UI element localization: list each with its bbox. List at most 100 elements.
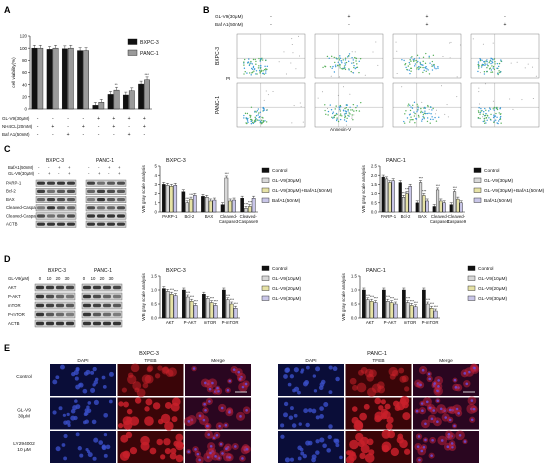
- cell-event: [424, 106, 426, 109]
- cell-event: [345, 112, 347, 114]
- cell-event: [265, 70, 267, 72]
- cell-event: [492, 116, 495, 119]
- y-tick-label: 1: [155, 200, 158, 205]
- cell-event: [251, 72, 253, 74]
- cell-event: [353, 64, 355, 67]
- cell-event: [500, 59, 502, 61]
- cell-event: [248, 58, 250, 60]
- cell-event: [459, 44, 461, 46]
- nucleus: [300, 451, 305, 456]
- cell-event: [482, 120, 484, 123]
- blot-band: [107, 206, 115, 210]
- cell-event: [339, 104, 342, 107]
- tfeb-signal: [381, 429, 391, 439]
- blot-band: [103, 294, 111, 299]
- significance-mark: ***: [210, 297, 215, 301]
- protein-label: Cleaved-Caspase3: [6, 205, 43, 210]
- row-label: Control: [16, 374, 31, 380]
- bar: [398, 182, 402, 213]
- cell-event: [440, 85, 442, 87]
- nucleus: [421, 409, 424, 412]
- treatment-mark: -: [108, 171, 110, 176]
- significance-mark: ***: [390, 297, 395, 301]
- nucleus: [447, 432, 451, 436]
- cell-event: [486, 67, 488, 69]
- cell-event: [352, 103, 355, 106]
- y-tick-label: 2.5: [371, 164, 378, 169]
- bar: [439, 200, 443, 213]
- nucleus: [288, 415, 294, 420]
- blot-band: [36, 285, 44, 290]
- nucleus: [74, 399, 78, 403]
- y-tick-label: 1.5: [151, 274, 158, 279]
- cell-event: [423, 117, 425, 120]
- cell-event: [428, 55, 430, 58]
- nucleus: [93, 399, 99, 405]
- legend-label: Control: [272, 168, 287, 174]
- cell-event: [353, 66, 355, 69]
- protein-label: ACTB: [6, 222, 18, 227]
- nucleus: [103, 432, 108, 437]
- tfeb-signal: [144, 416, 154, 426]
- blot-band: [46, 285, 54, 290]
- nucleus: [300, 370, 304, 374]
- bar: [46, 49, 53, 110]
- cell-event: [252, 58, 255, 61]
- cell-event: [254, 111, 256, 113]
- cell-event: [264, 65, 266, 68]
- bar: [429, 308, 434, 319]
- legend-swatch: [261, 177, 270, 183]
- tfeb-signal: [121, 387, 127, 393]
- treatment-mark: -: [88, 171, 90, 176]
- cell-event: [278, 61, 280, 63]
- bar: [391, 180, 395, 213]
- nucleus: [86, 408, 92, 414]
- tfeb-signal: [122, 450, 131, 459]
- scatter-frame: [470, 33, 540, 79]
- cell-event: [535, 75, 537, 77]
- treatment-mark: -: [67, 116, 69, 122]
- cell-event: [300, 106, 302, 108]
- nucleus: [219, 442, 223, 446]
- nucleus: [204, 408, 207, 412]
- legend-label: GL-V9(20μM): [478, 286, 508, 292]
- legend-swatch: [467, 265, 476, 271]
- significance-mark: **: [115, 83, 118, 87]
- cell-event: [420, 107, 422, 110]
- significance-mark: ***: [366, 294, 371, 298]
- blot-strip: [34, 301, 76, 310]
- cell-event: [478, 103, 480, 105]
- x-tick-label: PARP-1: [381, 214, 397, 219]
- cell-event: [331, 67, 333, 70]
- cell-event: [336, 58, 338, 60]
- blot-band: [83, 312, 91, 317]
- tfeb-signal: [398, 367, 405, 374]
- bar: [382, 289, 386, 319]
- cell-event: [416, 61, 418, 64]
- x-tick-label: mTOR: [204, 320, 217, 325]
- blot-band: [113, 285, 121, 290]
- cell-event: [419, 61, 421, 64]
- column-label: TFEB: [144, 358, 156, 364]
- cell-event: [255, 63, 257, 65]
- tfeb-signal: [157, 365, 163, 371]
- bar: [388, 182, 392, 213]
- blot-band: [97, 222, 105, 226]
- nucleus: [208, 387, 212, 391]
- cell-event: [403, 122, 406, 124]
- y-tick-label: 4: [155, 173, 158, 178]
- bar: [61, 48, 68, 110]
- nucleus: [446, 445, 450, 448]
- treatment-mark: -: [128, 124, 130, 130]
- nucleus: [203, 402, 206, 406]
- nucleus: [419, 383, 422, 387]
- y-tick-label: 0.0: [371, 210, 378, 215]
- significance-mark: ***: [190, 295, 195, 299]
- blot-band: [87, 181, 95, 185]
- cell-event: [350, 70, 352, 73]
- bar: [193, 305, 198, 319]
- y-tick-label: 40: [22, 82, 27, 87]
- nucleus: [293, 386, 300, 392]
- cell-event: [347, 56, 349, 58]
